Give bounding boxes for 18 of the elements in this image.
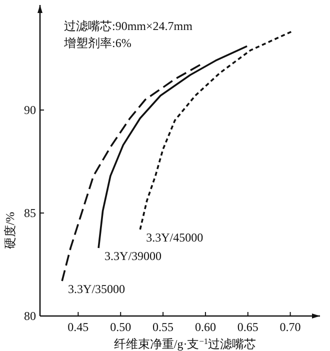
x-axis-title: 纤维束净重/g·支$^{−1}$过滤嘴芯 bbox=[114, 336, 256, 351]
y-tick-label: 90 bbox=[24, 103, 36, 118]
y-tick-label: 80 bbox=[24, 309, 36, 323]
x-tick-label: 0.70 bbox=[280, 320, 301, 334]
x-tick-label: 0.45 bbox=[68, 320, 89, 334]
annotation: 过滤嘴芯:90mm×24.7mm bbox=[64, 19, 194, 33]
x-tick-label: 0.65 bbox=[237, 320, 258, 334]
y-axis-title: 硬度/% bbox=[3, 212, 17, 250]
series-label: 3.3Y/35000 bbox=[68, 282, 126, 296]
x-tick-label: 0.60 bbox=[194, 320, 216, 334]
y-tick-label: 85 bbox=[24, 206, 36, 220]
x-tick-label: 0.55 bbox=[152, 320, 174, 334]
line-series bbox=[139, 30, 292, 230]
line-series bbox=[61, 64, 202, 282]
annotation: 增塑剂率:6% bbox=[63, 36, 132, 50]
series-label: 3.3Y/39000 bbox=[104, 249, 162, 264]
series-label: 3.3Y/45000 bbox=[146, 230, 204, 244]
x-tick-label: 0.50 bbox=[110, 320, 132, 334]
